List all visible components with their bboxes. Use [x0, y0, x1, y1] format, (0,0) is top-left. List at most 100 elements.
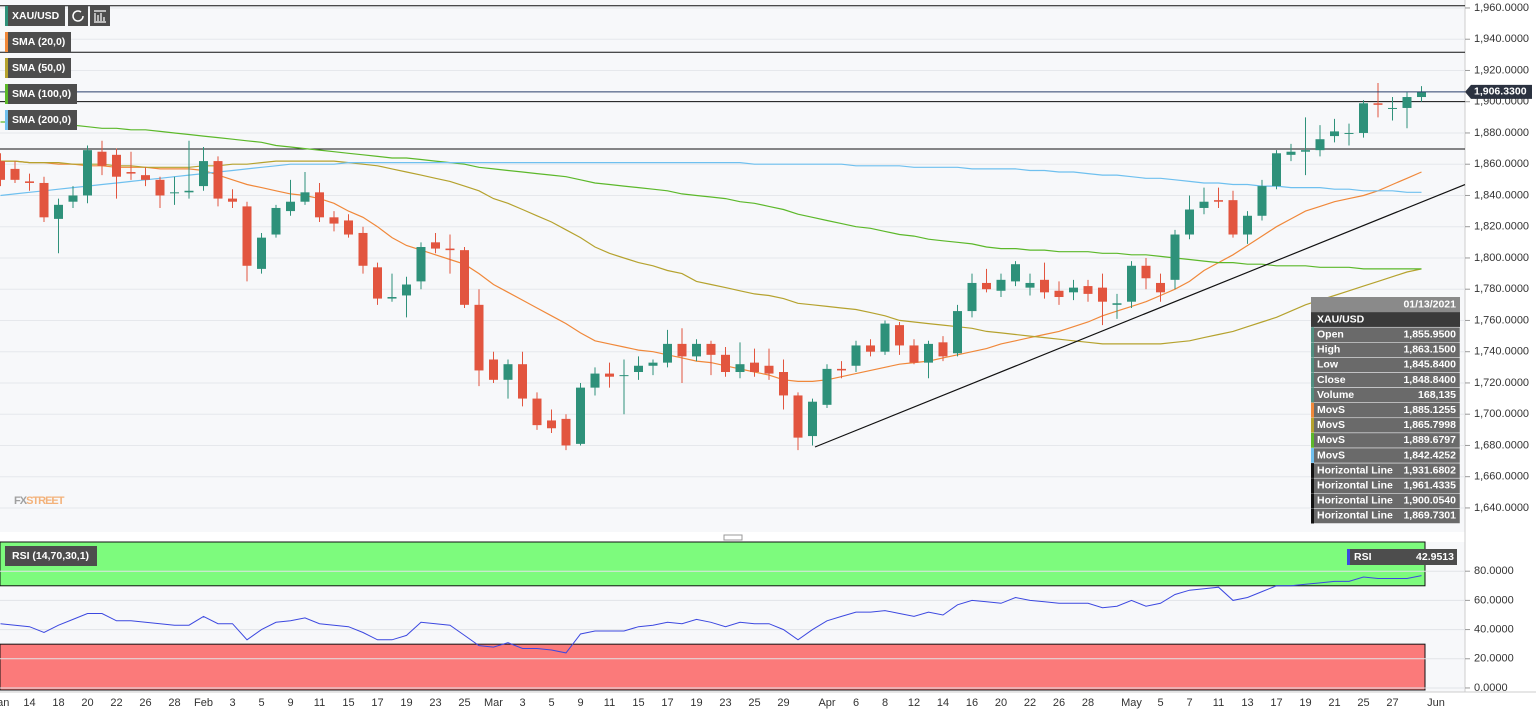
panel-separator[interactable] [0, 532, 1465, 542]
x-tick-label: 28 [168, 697, 180, 709]
data-window-value: 1,885.1255 [1403, 404, 1456, 416]
candle-body [1025, 282, 1035, 288]
data-window-swatch [1311, 478, 1314, 494]
x-tick-label: 9 [577, 697, 583, 709]
data-window-header [1311, 297, 1460, 313]
x-tick-label: 6 [853, 697, 859, 709]
x-tick-label: 5 [1157, 697, 1163, 709]
data-window-label: Horizontal Line [1317, 495, 1393, 507]
x-tick-label: 9 [287, 697, 293, 709]
legend-item[interactable]: SMA (50,0) [5, 58, 71, 78]
candle-body [199, 161, 208, 187]
data-window-label: MovS [1317, 404, 1345, 416]
legend-item[interactable]: SMA (200,0) [5, 110, 77, 130]
trend-line [814, 183, 1466, 448]
candle-body [39, 182, 49, 218]
candle-body [967, 282, 977, 312]
legend-label: XAU/USD [12, 10, 60, 22]
y-tick-label: 1,740.0000 [1474, 346, 1529, 358]
candle-body [1054, 290, 1064, 298]
candle-body [460, 250, 469, 305]
toolbar-icons[interactable] [68, 6, 110, 26]
candle-body [1069, 287, 1078, 293]
y-tick-label: 1,800.0000 [1474, 252, 1529, 264]
sma-line [0, 160, 1422, 345]
candle-body [315, 192, 324, 218]
watermark-part: STREET [26, 495, 65, 507]
legend-item[interactable]: XAU/USD [5, 6, 65, 26]
candle-body [286, 201, 295, 212]
x-tick-label: 29 [777, 697, 789, 709]
data-window-swatch [1311, 402, 1314, 418]
x-tick-label: 19 [690, 697, 702, 709]
candle-body [1402, 97, 1412, 108]
legend-item[interactable]: SMA (20,0) [5, 32, 71, 52]
legend-label: SMA (100,0) [12, 88, 71, 100]
candle-body [1199, 201, 1209, 208]
candle-body [692, 343, 701, 357]
y-tick-label: 1,760.0000 [1474, 314, 1529, 326]
x-tick-label: 20 [995, 697, 1007, 709]
x-tick-label: 17 [1270, 697, 1282, 709]
data-window-swatch [1311, 387, 1314, 403]
x-tick-label: 14 [23, 697, 35, 709]
price-label: 1,906.3300 [1474, 86, 1527, 98]
refresh-button[interactable] [68, 6, 88, 26]
x-tick-label: Feb [194, 697, 213, 709]
x-tick-label: 11 [1213, 697, 1224, 709]
candle-body [25, 181, 34, 183]
rsi-value: 42.9513 [1416, 551, 1454, 563]
y-tick-label: 1,640.0000 [1474, 502, 1529, 514]
candle-body [1388, 107, 1397, 109]
candle-body [677, 343, 687, 357]
x-tick-label: 25 [1357, 697, 1369, 709]
candle-body [837, 368, 846, 371]
price-marker [1465, 84, 1532, 99]
legend-box [5, 32, 71, 52]
data-window-label: Volume [1317, 389, 1354, 401]
x-tick-label: 18 [52, 697, 64, 709]
data-window-swatch [1311, 372, 1314, 388]
candle-body [532, 398, 542, 426]
data-window-label: Open [1317, 329, 1344, 341]
resize-handle[interactable] [723, 534, 743, 541]
candle-body [228, 198, 237, 202]
candle-body [242, 206, 252, 266]
y-tick-label: 1,700.0000 [1474, 408, 1529, 420]
candle-body [880, 323, 890, 352]
data-window-value: 1,863.1500 [1403, 344, 1456, 356]
x-tick-label: 19 [400, 697, 412, 709]
data-window-value: 1,855.9500 [1403, 329, 1456, 341]
data-window-label: MovS [1317, 419, 1345, 431]
candle-body [895, 325, 904, 346]
data-window-swatch [1311, 327, 1314, 343]
settings-button[interactable] [90, 6, 110, 26]
candle-body [474, 304, 484, 371]
legend-item[interactable]: SMA (100,0) [5, 84, 77, 104]
legend-swatch [1347, 549, 1350, 565]
data-window-label: Horizontal Line [1317, 480, 1393, 492]
data-window-date: 01/13/2021 [1403, 298, 1456, 310]
y-tick-label: 1,960.0000 [1474, 2, 1529, 14]
x-tick-label: Jan [0, 697, 9, 709]
x-tick-label: 22 [110, 697, 122, 709]
candle-body [590, 373, 600, 388]
x-tick-label: 23 [719, 697, 731, 709]
candle-body [663, 343, 672, 363]
candle-body [866, 345, 875, 352]
oversold-zone [0, 643, 1426, 691]
y-tick-label: 40.0000 [1474, 623, 1514, 635]
y-tick-label: 1,840.0000 [1474, 189, 1529, 201]
candle-body [1257, 186, 1267, 216]
y-tick-label: 1,680.0000 [1474, 439, 1529, 451]
data-window-value: 1,931.6802 [1403, 464, 1456, 476]
y-tick-label: 1,920.0000 [1474, 64, 1529, 76]
candle-body [300, 192, 310, 202]
candle-body [416, 247, 426, 282]
x-tick-label: 3 [229, 697, 235, 709]
candle-body [721, 354, 730, 373]
x-tick-label: 27 [1386, 697, 1398, 709]
y-tick-label: 1,860.0000 [1474, 158, 1529, 170]
y-tick-label: 0.0000 [1474, 682, 1508, 694]
legend-swatch [5, 84, 8, 104]
